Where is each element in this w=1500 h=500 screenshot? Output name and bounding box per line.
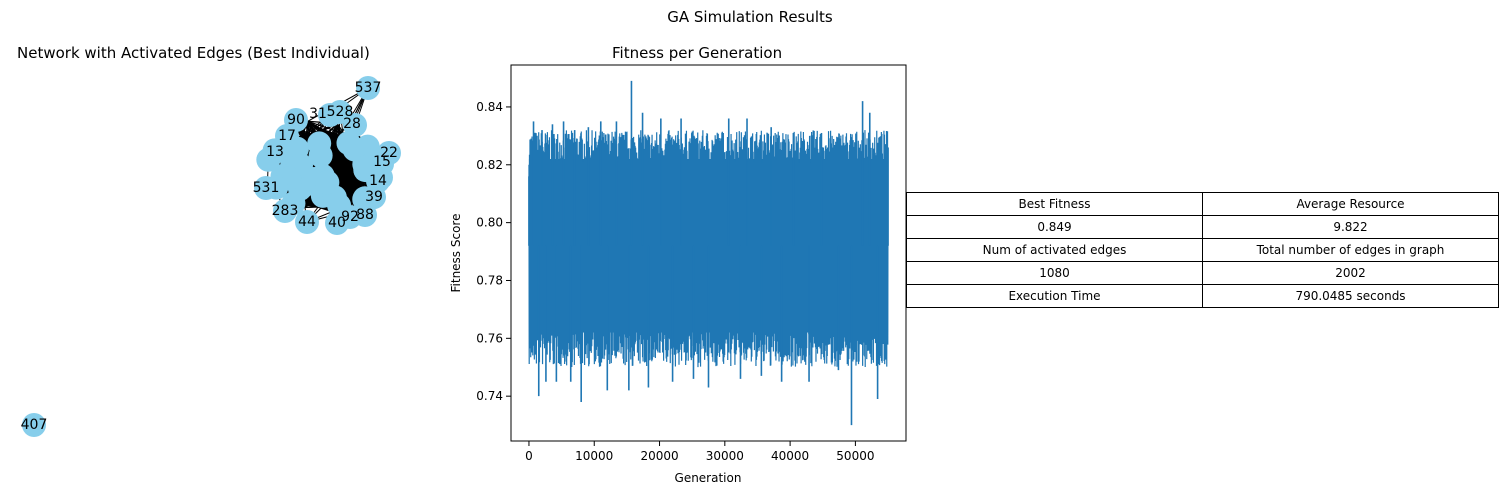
y-tick-label: 0.78 — [476, 273, 503, 287]
network-node-label: 17 — [278, 128, 296, 144]
network-node-label: 15 — [373, 154, 391, 170]
fitness-x-label: Generation — [675, 471, 742, 485]
network-node-label: 531 — [253, 180, 280, 196]
y-tick-label: 0.84 — [476, 100, 503, 114]
table-cell: 2002 — [1202, 261, 1499, 285]
x-tick-label: 50000 — [836, 449, 874, 463]
network-node — [325, 211, 349, 235]
network-node — [284, 136, 309, 161]
table-row: 1080 2002 — [906, 261, 1499, 285]
network-node — [264, 175, 289, 200]
fitness-series — [528, 80, 889, 426]
table-cell: Average Resource — [1202, 192, 1499, 216]
network-node-label: 31 — [309, 106, 327, 122]
figure-title: GA Simulation Results — [667, 8, 833, 26]
network-title: Network with Activated Edges (Best Indiv… — [17, 44, 370, 62]
fitness-series-line — [528, 130, 889, 368]
network-node-label: 44 — [298, 214, 316, 230]
table-row: Best Fitness Average Resource — [906, 192, 1499, 216]
network-node-label: 88 — [356, 207, 374, 223]
network-node-label: 528 — [327, 104, 354, 120]
table-cell: Total number of edges in graph — [1202, 238, 1499, 262]
network-node-label: 14 — [369, 173, 387, 189]
y-tick-label: 0.74 — [476, 389, 503, 403]
table-row: 0.849 9.822 — [906, 215, 1499, 239]
network-node — [22, 413, 46, 437]
fitness-title: Fitness per Generation — [612, 44, 783, 62]
network-node-label: 90 — [287, 112, 305, 128]
network-node — [262, 138, 287, 163]
table-cell: Best Fitness — [906, 192, 1203, 216]
network-node-label: 13 — [266, 144, 284, 160]
network-node — [336, 131, 361, 156]
fitness-axes: 0 10000 20000 30000 40000 50000 0.74 0.76 0.78 0.… — [476, 100, 874, 463]
network-node-label: 28 — [343, 116, 361, 132]
network-node — [355, 134, 380, 159]
network-node — [318, 103, 342, 127]
table-row: Execution Time 790.0485 seconds — [906, 284, 1499, 308]
table-cell: 790.0485 seconds — [1202, 284, 1499, 308]
network-node-label: 39 — [365, 189, 383, 205]
table-cell: 1080 — [906, 261, 1203, 285]
table-cell: Num of activated edges — [906, 238, 1203, 262]
network-node — [354, 154, 379, 179]
stats-table: Best Fitness Average Resource 0.849 9.82… — [906, 192, 1499, 308]
table-row: Num of activated edges Total number of e… — [906, 238, 1499, 262]
network-node — [281, 191, 306, 216]
network-node-label: 537 — [355, 80, 382, 96]
x-tick-label: 20000 — [640, 449, 678, 463]
y-tick-label: 0.82 — [476, 158, 503, 172]
network-node — [343, 113, 367, 137]
network-node-label: 92 — [341, 209, 359, 225]
table-cell: 9.822 — [1202, 215, 1499, 239]
network-node-label: 407 — [21, 417, 48, 433]
network-node-label: 40 — [328, 215, 346, 231]
x-tick-label: 30000 — [706, 449, 744, 463]
network-node — [360, 185, 385, 210]
x-tick-label: 40000 — [771, 449, 809, 463]
table-cell: 0.849 — [906, 215, 1203, 239]
y-tick-label: 0.76 — [476, 331, 503, 345]
network-node — [295, 210, 319, 234]
y-tick-label: 0.80 — [476, 216, 503, 230]
network-node-label: 22 — [380, 145, 398, 161]
network-nodes — [22, 76, 401, 437]
x-tick-label: 10000 — [575, 449, 613, 463]
table-cell: Execution Time — [906, 284, 1203, 308]
fitness-y-label: Fitness Score — [449, 214, 463, 293]
network-node — [356, 76, 380, 100]
x-tick-label: 0 — [525, 449, 533, 463]
network-node-label: 283 — [272, 203, 299, 219]
network-node — [327, 193, 352, 218]
network-node — [308, 143, 333, 168]
network-node — [315, 170, 340, 195]
